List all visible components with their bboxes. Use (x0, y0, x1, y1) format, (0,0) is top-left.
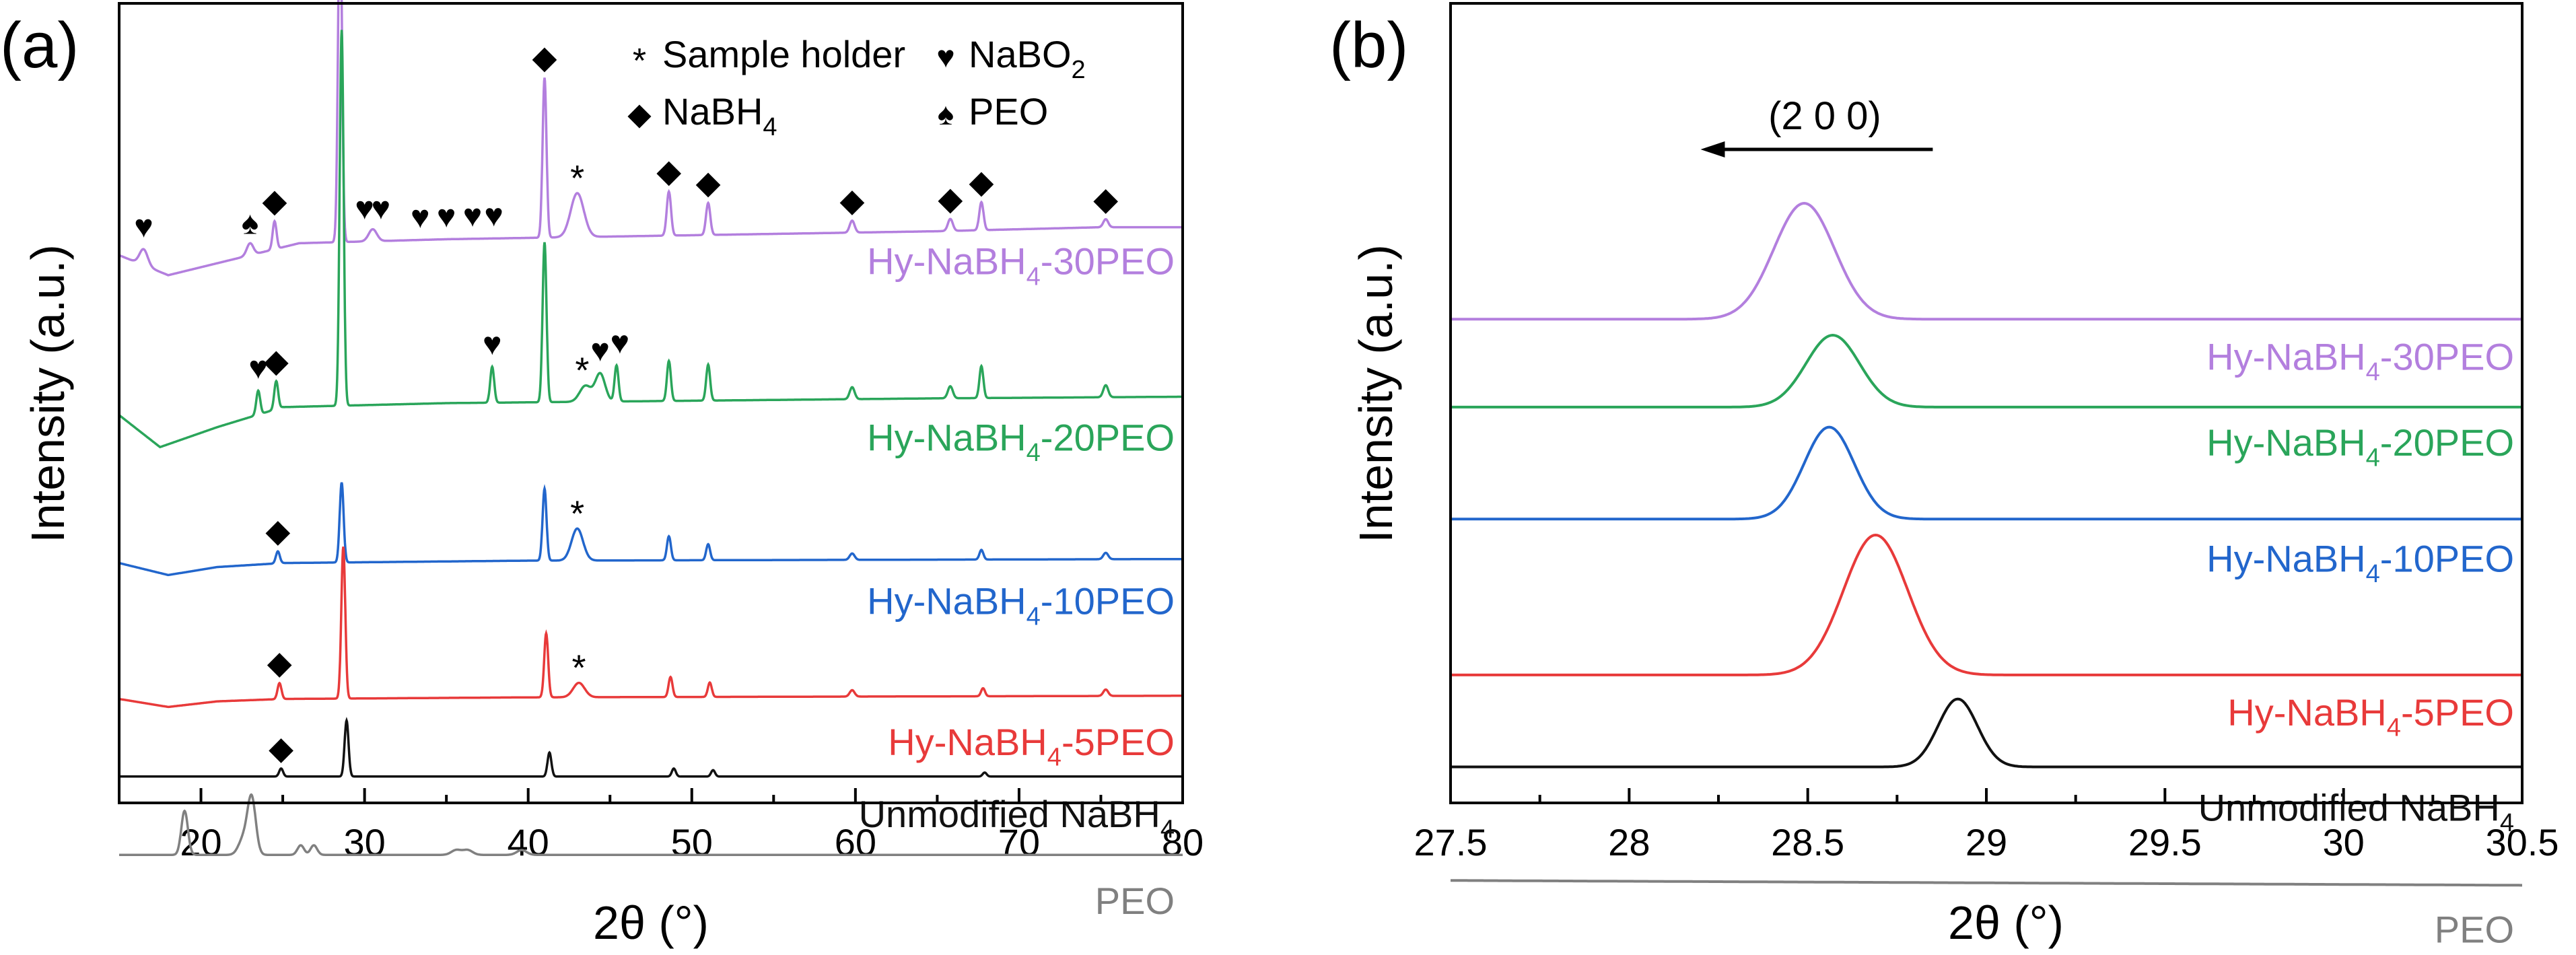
x-tick-label: 20 (180, 821, 221, 863)
x-tick-label: 28.5 (1771, 821, 1844, 863)
legend-label: NaBO2 (969, 33, 1086, 84)
legend-symbol: ♠ (938, 96, 954, 131)
peak-marker: ◆ (1093, 182, 1118, 217)
peak-marker: ◆ (969, 164, 994, 200)
panel-a-label: (a) (0, 9, 79, 81)
peak-marker: ♠ (242, 205, 259, 241)
series-label: Hy-NaBH4-5PEO (888, 721, 1175, 772)
peak-marker: ◆ (840, 183, 865, 219)
panel-a-peak-markers: ♥♠◆◆♥♥♥♥♥♥◆*◆◆◆◆◆◆♥◆♥*♥♥◆*◆*◆ (134, 40, 1118, 767)
legend-symbol: ♥ (936, 39, 954, 74)
peak-marker: ◆ (267, 645, 292, 681)
panel-a-y-axis-label: Intensity (a.u.) (22, 244, 74, 543)
peak-marker: * (575, 351, 589, 391)
peak-marker: * (570, 493, 584, 534)
x-tick-label: 70 (998, 821, 1040, 863)
series-label: Hy-NaBH4-30PEO (867, 240, 1175, 291)
peak-marker: ♥ (248, 350, 268, 386)
panel-b-series-labels: Hy-NaBH4-30PEO Hy-NaBH4-20PEO Hy-NaBH4-10P… (2198, 335, 2514, 950)
panel-b-shift-arrow-head (1700, 141, 1725, 157)
x-tick-label: 50 (671, 821, 713, 863)
peak-marker: ♥ (437, 199, 456, 234)
x-tick-label: 40 (508, 821, 549, 863)
series-label: Hy-NaBH4-5PEO (2227, 691, 2514, 742)
legend-symbol: * (633, 42, 646, 81)
series-line-hy-nabh4-10peo (118, 482, 1183, 577)
series-line-hy-nabh4-30peo (118, 0, 1183, 277)
peak-marker: ◆ (262, 184, 287, 219)
series-label: Unmodified NaBH4 (859, 793, 1175, 844)
series-label: PEO (2435, 908, 2514, 950)
series-line-unmodified-nabh4 (119, 717, 1183, 778)
series-label: Hy-NaBH4-30PEO (2206, 335, 2514, 386)
panel-b-200-annotation: (2 0 0) (1700, 94, 1933, 157)
x-tick-label: 80 (1162, 821, 1204, 863)
peak-marker: ◆ (656, 154, 681, 190)
x-tick-label: 28 (1608, 821, 1650, 863)
peak-marker: * (570, 158, 584, 199)
peak-marker: ♥ (483, 326, 502, 362)
panel-a-series-labels: Hy-NaBH4-30PEO Hy-NaBH4-20PEO Hy-NaBH4-10P… (859, 240, 1175, 923)
x-tick-label: 30.5 (2486, 821, 2559, 863)
x-tick-label: 30 (343, 821, 385, 863)
series-line-peo (1451, 879, 2522, 887)
series-line-hy-nabh4-5peo (118, 546, 1183, 709)
series-line-peo (119, 793, 1183, 856)
series-line-hy-nabh4-30peo (1451, 201, 2522, 321)
panel-b-series (1451, 201, 2522, 887)
peak-marker: ♥ (355, 191, 374, 227)
peak-marker: ♥ (372, 190, 391, 226)
legend-label: Sample holder (662, 33, 905, 75)
peak-marker: ♥ (134, 209, 153, 244)
panel-b-x-tick-labels: 27.5 28 28.5 29 29.5 30 30.5 (1414, 821, 2559, 863)
series-line-hy-nabh4-10peo (1451, 425, 2522, 521)
series-line-hy-nabh4-20peo (1451, 333, 2522, 409)
peak-marker: ◆ (264, 343, 289, 379)
x-tick-label: 60 (835, 821, 876, 863)
x-tick-label: 27.5 (1414, 821, 1488, 863)
panel-a-x-axis-label: 2θ (°) (593, 896, 709, 949)
panel-a-x-tick-labels: 20 30 40 50 60 70 80 (180, 821, 1204, 863)
panel-a-series (118, 0, 1183, 856)
x-tick-label: 30 (2323, 821, 2365, 863)
peak-marker: * (572, 648, 586, 688)
peak-marker: ◆ (938, 181, 963, 217)
series-line-hy-nabh4-5peo (1451, 533, 2522, 676)
x-tick-label: 29.5 (2128, 821, 2202, 863)
legend-symbol: ◆ (627, 96, 652, 131)
series-label: Hy-NaBH4-10PEO (867, 580, 1175, 631)
peak-marker: ♥ (611, 325, 630, 361)
series-label: Hy-NaBH4-20PEO (867, 416, 1175, 467)
panel-b-x-axis-label: 2θ (°) (1948, 896, 2064, 949)
peak-marker: ◆ (265, 514, 290, 549)
peak-marker: ♥ (590, 332, 610, 368)
series-label: Unmodified NaBH4 (2198, 787, 2514, 838)
panel-b-y-axis-label: Intensity (a.u.) (1350, 244, 1402, 543)
series-label: Hy-NaBH4-10PEO (2206, 537, 2514, 588)
peak-marker: ♥ (484, 198, 503, 234)
legend-label: PEO (969, 90, 1048, 133)
legend-label: NaBH4 (662, 90, 777, 141)
panel-b: (b) Intensity (a.u.) 2θ (°) 27.5 28 28.5 29… (1329, 2, 2559, 950)
panel-b-label: (b) (1329, 9, 1408, 81)
panel-b-plot-frame (1449, 2, 2523, 804)
peak-marker: ♥ (463, 199, 483, 234)
series-line-hy-nabh4-20peo (118, 30, 1183, 449)
panel-a-legend: * Sample holder ♥ NaBO2 ◆ NaBH4 ♠ PEO (627, 33, 1085, 141)
series-label: PEO (1095, 880, 1175, 922)
series-line-unmodified-nabh4 (1451, 697, 2522, 769)
panel-b-200-label: (2 0 0) (1768, 94, 1881, 138)
peak-marker: ◆ (532, 40, 557, 75)
panel-a-plot-frame (118, 2, 1184, 804)
peak-marker: ♥ (411, 199, 430, 235)
peak-marker: ◆ (696, 166, 721, 201)
x-tick-label: 29 (1965, 821, 2007, 863)
series-label: Hy-NaBH4-20PEO (2206, 421, 2514, 472)
peak-marker: ◆ (269, 731, 293, 767)
panel-a: (a) Intensity (a.u.) 2θ (°) 20 30 40 50 60 70… (0, 0, 1204, 949)
